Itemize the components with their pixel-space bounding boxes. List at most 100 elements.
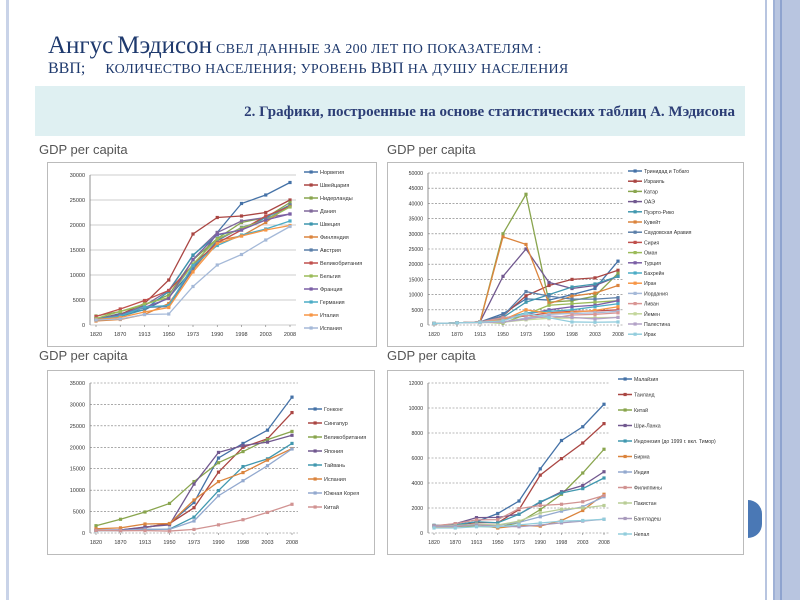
legend-marker [309, 287, 313, 291]
data-point [517, 512, 521, 516]
data-point [616, 320, 620, 324]
series-line [433, 471, 605, 527]
data-point [501, 312, 505, 316]
legend-label: Тайвань [324, 462, 345, 469]
data-point [167, 303, 171, 308]
y-tick-label: 10000 [409, 406, 424, 412]
data-point [241, 445, 245, 449]
y-tick-label: 20000 [70, 445, 85, 451]
x-tick-label: 2008 [284, 332, 296, 338]
data-point [496, 525, 500, 529]
y-tick-label: 20000 [70, 223, 85, 229]
legend-marker [633, 332, 637, 336]
data-point [501, 274, 505, 278]
y-tick-label: 40000 [409, 201, 424, 207]
data-point [616, 311, 620, 315]
data-point [191, 263, 195, 268]
data-point [215, 243, 219, 248]
data-point [524, 313, 528, 317]
data-point [216, 470, 221, 474]
y-tick-label: 30000 [70, 173, 85, 179]
subtitle-part: на душу населения [407, 62, 569, 77]
x-tick-label: 1913 [471, 540, 483, 546]
data-point [616, 283, 620, 288]
data-point [216, 494, 221, 498]
y-tick-label: 35000 [409, 217, 424, 223]
y-tick-label: 0 [82, 531, 85, 537]
data-point [264, 218, 268, 222]
y-tick-label: 35000 [70, 381, 85, 387]
data-point [547, 316, 551, 320]
data-point [143, 525, 147, 529]
series-line [95, 412, 293, 532]
x-tick-label: 1973 [513, 540, 525, 546]
legend-label: Япония [324, 449, 343, 455]
data-point [118, 529, 123, 533]
legend-label: Нидерланды [320, 196, 353, 202]
data-point [288, 200, 292, 205]
x-tick-label: 1913 [139, 540, 151, 546]
legend-label: Испания [324, 477, 346, 483]
data-point [616, 259, 620, 263]
data-point [517, 519, 521, 523]
x-tick-label: 1950 [492, 540, 504, 546]
data-point [192, 515, 196, 519]
data-point [239, 201, 244, 206]
data-point [547, 309, 551, 313]
data-point [192, 506, 196, 510]
data-point [616, 274, 620, 278]
chart-plot: 0 5000 10000 15000 20000 25000 30000 35000 40000… [387, 162, 744, 347]
legend-label: Оман [644, 251, 657, 257]
data-point [94, 528, 98, 533]
data-point [593, 320, 597, 324]
data-point [455, 321, 459, 325]
chart-title: GDP per capita [39, 142, 128, 157]
legend-marker [313, 421, 317, 425]
y-tick-label: 15000 [70, 467, 85, 473]
legend-marker [633, 200, 637, 204]
data-point [593, 300, 597, 304]
subtitle-part: ВВП [370, 60, 404, 77]
series-line [433, 192, 619, 325]
x-tick-label: 2008 [598, 540, 610, 546]
subtitle-part: ВВП; [48, 60, 86, 77]
y-tick-label: 10000 [70, 488, 85, 494]
data-point [265, 428, 270, 432]
legend-marker [309, 248, 313, 252]
data-point [215, 263, 219, 267]
legend-marker [313, 449, 317, 453]
data-point [264, 220, 268, 225]
data-point [517, 499, 521, 503]
slide-nav-tab[interactable] [748, 500, 762, 538]
data-point [474, 525, 479, 529]
legend-marker [313, 435, 317, 439]
data-point [570, 285, 574, 289]
data-point [265, 437, 270, 442]
legend-marker [309, 209, 313, 213]
legend-marker [309, 313, 313, 317]
legend-label: Филиппины [634, 486, 662, 492]
x-tick-label: 1870 [451, 332, 463, 338]
legend-label: Франция [320, 287, 343, 293]
data-point [453, 522, 457, 526]
data-point [559, 509, 564, 513]
chart-panel-east-asia: GDP per capita 0 5000 10000 15000 20000 25000 3… [35, 348, 378, 555]
data-point [143, 510, 147, 514]
legend-marker [633, 240, 637, 244]
x-tick-label: 1990 [534, 540, 546, 546]
chart-panel-nordic-europe: GDP per capita 0 5000 10000 15000 20000 25000 3… [35, 142, 378, 347]
legend-marker [633, 230, 637, 234]
data-point [239, 219, 244, 223]
data-point [264, 193, 268, 197]
data-point [94, 527, 98, 531]
data-point [94, 314, 98, 319]
data-point [501, 232, 505, 236]
data-point [167, 312, 171, 316]
data-point [290, 447, 294, 451]
y-tick-label: 5000 [73, 298, 85, 304]
data-point [570, 320, 574, 324]
legend-label: Йемен [644, 310, 660, 318]
y-tick-label: 20000 [409, 262, 424, 268]
data-point [215, 215, 219, 220]
data-point [216, 461, 221, 465]
